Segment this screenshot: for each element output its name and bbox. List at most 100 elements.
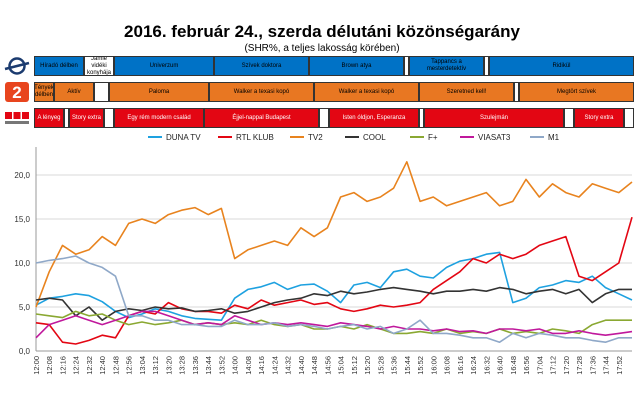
program-block (564, 108, 574, 128)
x-tick-label: 17:36 (588, 356, 597, 375)
x-tick-label: 15:36 (390, 356, 399, 375)
program-block: Híradó délben (34, 56, 84, 76)
legend-label: COOL (363, 133, 386, 142)
x-tick-label: 13:12 (151, 356, 160, 375)
x-tick-label: 16:32 (482, 356, 491, 375)
legend-label: DUNA TV (166, 133, 201, 142)
x-tick-label: 17:20 (562, 356, 571, 375)
program-block (319, 108, 329, 128)
y-tick-label: 15,0 (14, 215, 30, 224)
program-block: Ridikül (489, 56, 634, 76)
y-tick-label: 5,0 (19, 303, 31, 312)
x-tick-label: 14:00 (231, 356, 240, 375)
legend-label: TV2 (308, 133, 323, 142)
x-tick-label: 15:04 (337, 356, 346, 375)
x-tick-label: 13:36 (191, 356, 200, 375)
program-block: Szívek doktora (214, 56, 309, 76)
x-tick-label: 16:00 (429, 356, 438, 375)
series-line-viasat3 (35, 310, 633, 339)
x-tick-label: 13:28 (178, 356, 187, 375)
x-tick-label: 17:28 (575, 356, 584, 375)
svg-text:2: 2 (12, 83, 21, 102)
tv2-schedule-row: Tények délben Aktív Paloma Walker a texasi … (34, 82, 634, 104)
program-block (64, 108, 69, 128)
program-block: Egy rém modern család (114, 108, 204, 128)
program-block: Aktív (54, 82, 94, 102)
x-tick-label: 13:20 (164, 356, 173, 375)
chart-title: 2016. február 24., szerda délutáni közön… (124, 22, 520, 41)
program-block: Tények délben (34, 82, 54, 102)
program-block: Tappancs a mesterdetektív (409, 56, 484, 76)
program-block (404, 56, 409, 76)
x-tick-label: 12:32 (85, 356, 94, 375)
rtl-klub-schedule-row: A lényeg Story extra Egy rém modern család… (34, 108, 634, 130)
program-block: Brown atya (309, 56, 404, 76)
program-block: Story extra (574, 108, 624, 128)
legend-label: VIASAT3 (478, 133, 511, 142)
program-block: Szulejmán (424, 108, 564, 128)
y-tick-label: 20,0 (14, 171, 30, 180)
legend-label: F+ (428, 133, 438, 142)
x-tick-label: 17:12 (549, 356, 558, 375)
y-tick-label: 0,0 (19, 347, 31, 356)
x-tick-label: 14:40 (297, 356, 306, 375)
x-tick-label: 13:04 (138, 356, 147, 375)
program-block (484, 56, 489, 76)
program-block: Éjjel-nappal Budapest (204, 108, 319, 128)
x-tick-label: 14:48 (310, 356, 319, 375)
program-block: Univerzum (114, 56, 214, 76)
series-line-tv2 (35, 160, 633, 308)
program-block (419, 108, 424, 128)
x-tick-label: 16:40 (496, 356, 505, 375)
legend-label: RTL KLUB (236, 133, 274, 142)
x-tick-label: 15:20 (363, 356, 372, 375)
program-block: Isten óldjon, Esperanza (329, 108, 419, 128)
series-line-cool (35, 286, 632, 321)
program-block: Paloma (109, 82, 209, 102)
program-block: A lényeg (34, 108, 64, 128)
x-tick-label: 14:32 (284, 356, 293, 375)
program-block (514, 82, 519, 102)
program-block: Megtört szívek (519, 82, 634, 102)
x-tick-label: 15:12 (350, 356, 359, 375)
x-tick-label: 17:04 (535, 356, 544, 375)
program-block: Jamie vidéki konyhája (84, 56, 114, 76)
series-line-m1 (35, 255, 632, 343)
x-tick-label: 14:08 (244, 356, 253, 375)
program-block: Walker a texasi kopó (209, 82, 314, 102)
program-block (94, 82, 109, 102)
x-tick-label: 16:24 (469, 356, 478, 375)
x-tick-label: 13:44 (204, 356, 213, 375)
x-tick-label: 12:56 (125, 356, 134, 375)
x-tick-label: 14:16 (257, 356, 266, 375)
x-tick-label: 15:28 (376, 356, 385, 375)
x-tick-label: 17:44 (602, 356, 611, 375)
x-tick-label: 16:08 (443, 356, 452, 375)
x-tick-label: 12:00 (32, 356, 41, 375)
x-tick-label: 16:16 (456, 356, 465, 375)
x-tick-label: 14:24 (270, 356, 279, 375)
x-tick-label: 12:48 (111, 356, 120, 375)
program-block (104, 108, 114, 128)
legend-label: M1 (548, 133, 560, 142)
x-tick-label: 12:16 (58, 356, 67, 375)
program-block: Szeretned kell! (419, 82, 514, 102)
x-tick-label: 12:40 (98, 356, 107, 375)
x-tick-label: 17:52 (615, 356, 624, 375)
x-tick-label: 14:56 (323, 356, 332, 375)
x-tick-label: 13:52 (217, 356, 226, 375)
x-tick-label: 12:24 (72, 356, 81, 375)
x-tick-label: 16:48 (509, 356, 518, 375)
program-block (624, 108, 634, 128)
rtl-klub-logo-icon (5, 112, 29, 124)
program-block: Walker a texasi kopó (314, 82, 419, 102)
y-tick-label: 10,0 (14, 259, 30, 268)
duna-tv-schedule-row: Híradó délben Jamie vidéki konyhája Univer… (34, 56, 634, 78)
x-tick-label: 12:08 (45, 356, 54, 375)
program-block: Story extra (69, 108, 104, 128)
chart-subtitle: (SHR%, a teljes lakosság körében) (244, 43, 400, 54)
line-chart: 0,0 5,0 10,0 15,0 20,0 12:00 12:08 12:16 12:24 12… (14, 133, 633, 375)
duna-tv-logo-icon (4, 57, 30, 75)
tv2-logo-icon: 2 (5, 82, 29, 102)
x-tick-label: 15:52 (416, 356, 425, 375)
